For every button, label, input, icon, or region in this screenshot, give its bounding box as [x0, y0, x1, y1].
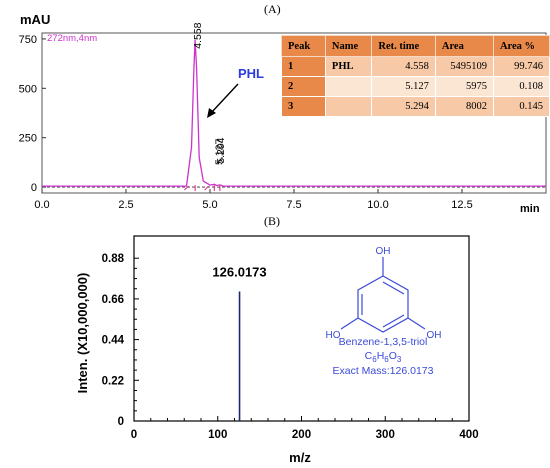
table-cell: 5975: [434, 76, 494, 97]
channel-label: 272nm,4nm: [47, 33, 97, 44]
table-row: 1 PHL 4.558 5495109 99.746: [281, 56, 550, 77]
x-tick-label: 0: [131, 429, 137, 441]
y-tick-label: 0.44: [102, 335, 125, 347]
x-tick-label: 100: [208, 429, 227, 441]
y-tick-label: 750: [19, 34, 37, 46]
y-axis-title: mAU: [20, 12, 50, 27]
y-tick-label: 0: [118, 416, 124, 428]
peak-boundary-marker: [184, 185, 189, 191]
table-row: 2 5.127 5975 0.108: [281, 76, 550, 97]
table-cell: 99.746: [492, 56, 550, 77]
formula-element: O: [388, 350, 397, 362]
x-axis-title: min: [520, 203, 540, 215]
peak-label: 5.127: [213, 139, 225, 165]
peak-boundary-marker: [204, 185, 209, 191]
table-cell: 1: [281, 56, 326, 77]
phl-annotation: PHL: [238, 66, 264, 81]
oh-label-right: OH: [427, 330, 442, 341]
peak-table-header: Name: [324, 35, 373, 57]
phl-arrow: [207, 83, 239, 118]
x-tick-label: 2.5: [118, 199, 133, 211]
peak-label: 5.294: [215, 137, 227, 163]
table-cell: PHL: [324, 56, 373, 77]
compound-formula: C6H6O3: [313, 350, 453, 364]
table-cell: [324, 96, 373, 117]
table-cell: 5.294: [371, 96, 436, 117]
peak-table: Peak Name Ret. time Area Area % 1 PHL 4.…: [281, 35, 550, 117]
x-tick-label: 10.0: [367, 199, 388, 211]
compound-name: Benzene-1,3,5-triol: [338, 336, 428, 348]
y-tick-label: 250: [19, 133, 37, 145]
mass-spectrum-chart: 0 100 200 300 400 0 0.22 0.44 0.66 0.88 Inten. (X…: [75, 235, 479, 465]
table-cell: 0.108: [492, 76, 550, 97]
x-tick-label: 12.5: [451, 199, 472, 211]
table-cell: 2: [281, 76, 326, 97]
x-tick-label: 300: [376, 429, 395, 441]
table-cell: 5495109: [434, 56, 494, 77]
peak-table-header: Area %: [492, 35, 550, 57]
formula-element: H: [376, 350, 385, 362]
oh-label-top: OH: [376, 246, 391, 257]
panel-b-label: (B): [264, 214, 280, 228]
formula-subscript: 6: [384, 355, 389, 365]
table-cell: [324, 76, 373, 97]
table-cell: 5.127: [371, 76, 436, 97]
x-tick-label: 200: [292, 429, 311, 441]
table-cell: 3: [281, 96, 326, 117]
formula-subscript: 6: [372, 355, 377, 365]
compound-mass: Exact Mass:126.0173: [332, 365, 434, 377]
chromatogram-chart: 0.0 2.5 5.0 7.5 10.0 12.5 0 250 500 750 mAU min 2…: [19, 12, 547, 215]
formula-element: C: [364, 350, 373, 362]
y-tick-label: 0: [31, 182, 37, 194]
table-cell: 4.558: [371, 56, 436, 77]
formula-subscript: 3: [396, 355, 402, 365]
x-tick-label: 5.0: [202, 199, 217, 211]
x-tick-label: 0.0: [34, 199, 49, 211]
peak-label: 126.0173: [212, 265, 266, 280]
table-row: 3 5.294 8002 0.145: [281, 96, 550, 117]
panel-a-label: (A): [264, 2, 281, 16]
x-tick-label: 400: [459, 429, 478, 441]
y-tick-label: 500: [19, 83, 37, 95]
table-cell: 0.145: [492, 96, 550, 117]
y-tick-label: 0.22: [102, 375, 124, 387]
y-tick-label: 0.66: [102, 294, 124, 306]
peak-table-header: Area: [434, 35, 494, 57]
x-axis-title: m/z: [289, 450, 311, 465]
ho-label-left: HO: [326, 330, 341, 341]
chromatogram-trace: [42, 39, 546, 187]
table-cell: 8002: [434, 96, 494, 117]
y-tick-label: 0.88: [102, 253, 125, 265]
peak-table-header: Ret. time: [371, 35, 436, 57]
x-tick-label: 7.5: [286, 199, 301, 211]
peak-table-header: Peak: [281, 35, 326, 57]
phloroglucinol-structure: OH OH HO: [326, 246, 442, 341]
peak-label: 4.558: [192, 22, 204, 48]
y-axis-title: Inten. (X10,000,000): [75, 273, 90, 394]
